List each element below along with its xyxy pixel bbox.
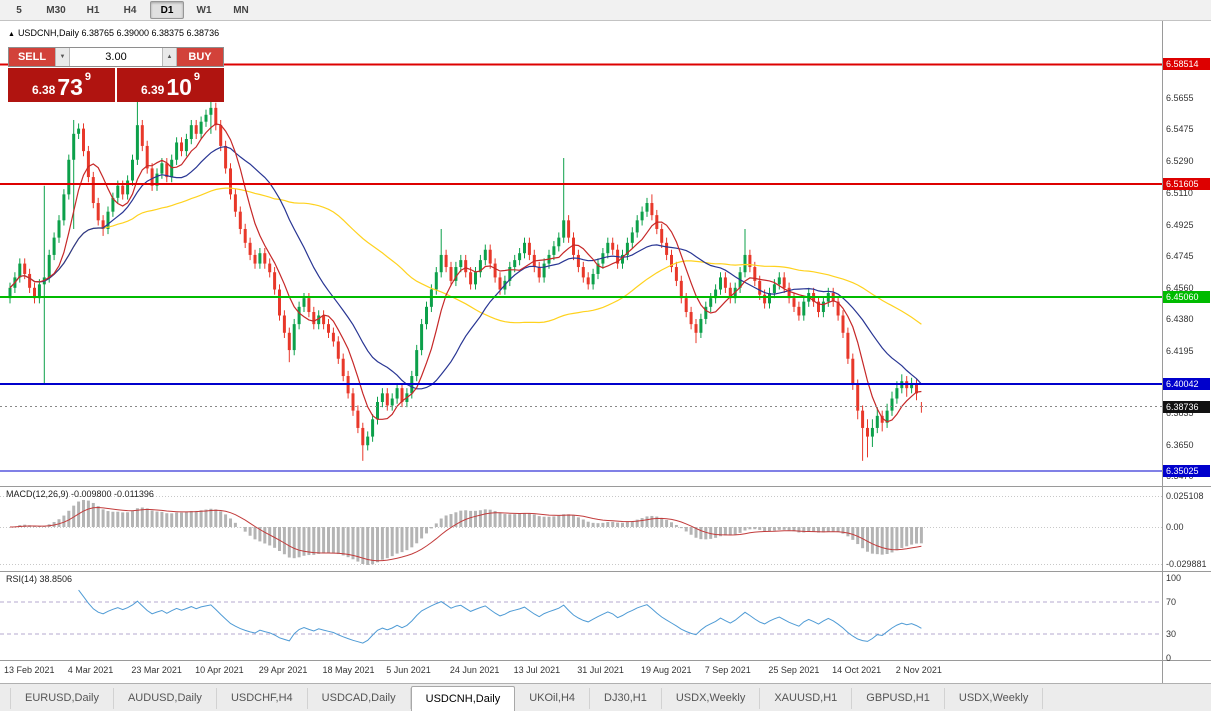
time-axis-label: 24 Jun 2021: [449, 665, 500, 675]
timeframe-button-w1[interactable]: W1: [196, 4, 212, 16]
chart-tabs-bar: EURUSD,Daily AUDUSD,Daily USDCHF,H4 USDCAD,…: [0, 683, 1211, 711]
time-axis[interactable]: 13 Feb 2021 4 Mar 2021 23 Mar 2021 10 Apr 2…: [0, 661, 1162, 683]
rsi-axis-label: 100: [1166, 573, 1182, 583]
time-axis-label: 23 Mar 2021: [131, 665, 182, 675]
spin-down-icon: ▼: [59, 54, 66, 60]
chart-tab[interactable]: USDCAD,Daily: [308, 688, 411, 709]
buy-price-display[interactable]: 6.39 10 9: [117, 68, 224, 102]
price-tick-label: 6.5475: [1166, 124, 1194, 135]
volume-increase-button[interactable]: ▲: [163, 48, 176, 66]
price-level-label: 6.51605: [1163, 177, 1210, 190]
price-axis[interactable]: 6.58356.56556.54756.52906.51106.49256.47…: [1163, 21, 1211, 683]
current-price-label: 6.38736: [1163, 400, 1210, 413]
chart-tab[interactable]: USDCHF,H4: [217, 688, 308, 709]
chart-tab[interactable]: EURUSD,Daily: [10, 688, 114, 709]
sell-price-sup: 9: [84, 71, 92, 83]
chart-tab[interactable]: AUDUSD,Daily: [114, 688, 217, 709]
time-axis-label: 31 Jul 2021: [577, 665, 624, 675]
macd-indicator-header: MACD(12,26,9) -0.009800 -0.011396: [6, 489, 154, 499]
price-tick-label: 6.3650: [1166, 440, 1194, 451]
quote-header-text: USDCNH,Daily 6.38765 6.39000 6.38375 6.3…: [17, 28, 220, 38]
price-level-label: 6.45060: [1163, 291, 1210, 304]
chart-tab[interactable]: UKOil,H4: [515, 688, 591, 709]
time-axis-label: 7 Sep 2021: [704, 665, 751, 675]
rsi-indicator-header: RSI(14) 38.8506: [6, 574, 73, 584]
sell-price-big: 73: [57, 74, 83, 101]
symbol-marker-icon: ▲: [8, 31, 15, 38]
macd-axis-label: 0.025108: [1166, 491, 1204, 501]
timeframe-button-5[interactable]: 5: [16, 4, 22, 16]
sell-price-prefix: 6.38: [31, 83, 56, 97]
buy-button[interactable]: BUY: [177, 48, 223, 66]
timeframe-button-h1[interactable]: H1: [86, 4, 100, 16]
timeframe-button-mn[interactable]: MN: [233, 4, 249, 16]
timeframe-button-m30[interactable]: M30: [46, 4, 66, 16]
sell-button[interactable]: SELL: [9, 48, 55, 66]
time-axis-label: 25 Sep 2021: [768, 665, 820, 675]
price-tick-label: 6.4925: [1166, 219, 1194, 230]
one-click-trade-panel: SELL ▼ ▲ BUY 6.38 73 9 6.39 10 9: [8, 47, 224, 102]
rsi-axis-label: 30: [1166, 629, 1177, 639]
volume-field-wrap: [70, 48, 162, 66]
sell-price-display[interactable]: 6.38 73 9: [8, 68, 115, 102]
trade-prices-row: 6.38 73 9 6.39 10 9: [8, 68, 224, 102]
time-axis-label: 18 May 2021: [322, 665, 375, 675]
chart-tab[interactable]: DJ30,H1: [590, 688, 662, 709]
timeframe-toolbar: 5 M30 H1 H4 D1 W1 MN: [0, 0, 1211, 21]
chart-canvas[interactable]: [0, 21, 1211, 683]
time-axis-label: 14 Oct 2021: [832, 665, 882, 675]
price-tick-label: 6.4560: [1166, 282, 1194, 293]
time-axis-label: 19 Aug 2021: [641, 665, 692, 675]
buy-price-big: 10: [166, 74, 192, 101]
quote-header: ▲ USDCNH,Daily 6.38765 6.39000 6.38375 6.…: [8, 28, 219, 38]
price-tick-label: 6.4380: [1166, 313, 1194, 324]
price-tick-label: 6.5110: [1166, 187, 1193, 198]
chart-tab[interactable]: USDX,Weekly: [662, 688, 761, 709]
spin-up-icon: ▲: [166, 54, 173, 60]
time-axis-label: 4 Mar 2021: [67, 665, 114, 675]
price-tick-label: 6.3835: [1166, 408, 1194, 419]
trade-controls-row: SELL ▼ ▲ BUY: [8, 47, 224, 67]
time-axis-label: 5 Jun 2021: [386, 665, 431, 675]
rsi-axis-label: 70: [1166, 597, 1177, 607]
macd-axis-label: 0.00: [1166, 522, 1184, 532]
price-tick-label: 6.4195: [1166, 345, 1194, 356]
chart-tab[interactable]: GBPUSD,H1: [852, 688, 945, 709]
buy-price-prefix: 6.39: [140, 83, 165, 97]
time-axis-label: 13 Feb 2021: [4, 665, 55, 675]
time-axis-label: 2 Nov 2021: [895, 665, 942, 675]
volume-decrease-button[interactable]: ▼: [56, 48, 69, 66]
macd-axis-label: -0.029881: [1166, 559, 1207, 569]
chart-area: ▲ USDCNH,Daily 6.38765 6.39000 6.38375 6.…: [0, 21, 1211, 683]
timeframe-button-d1[interactable]: D1: [150, 1, 184, 19]
price-level-label: 6.35025: [1163, 464, 1210, 477]
volume-input[interactable]: [70, 48, 162, 66]
price-tick-label: 6.4745: [1166, 250, 1194, 261]
buy-price-sup: 9: [193, 71, 201, 83]
time-axis-label: 29 Apr 2021: [258, 665, 308, 675]
chart-tab[interactable]: USDX,Weekly: [945, 688, 1044, 709]
price-level-label: 6.58514: [1163, 58, 1210, 71]
rsi-axis-label: 0: [1166, 653, 1172, 663]
time-axis-label: 10 Apr 2021: [195, 665, 244, 675]
chart-tab[interactable]: USDCNH,Daily: [410, 686, 516, 711]
price-tick-label: 6.5290: [1166, 156, 1194, 167]
timeframe-button-h4[interactable]: H4: [123, 4, 137, 16]
time-axis-label: 13 Jul 2021: [513, 665, 561, 675]
price-tick-label: 6.5655: [1166, 93, 1194, 104]
chart-tab[interactable]: XAUUSD,H1: [760, 688, 853, 709]
price-level-label: 6.40042: [1163, 377, 1210, 390]
